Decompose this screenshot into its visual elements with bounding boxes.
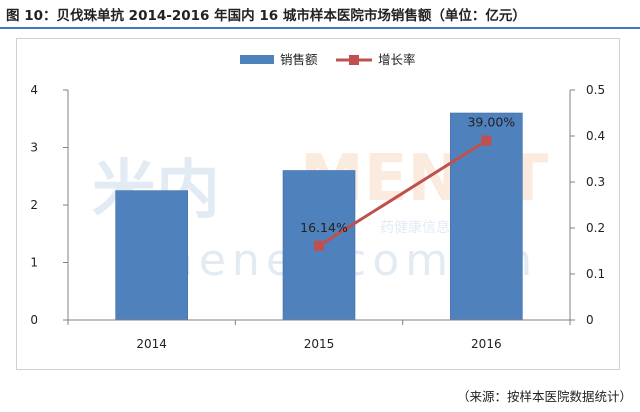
- title-divider: [0, 27, 640, 29]
- legend-marker-growth: [349, 55, 359, 65]
- y-tick-label: 2: [30, 198, 38, 212]
- y-tick-label: 4: [30, 83, 38, 97]
- y2-tick-label: 0.5: [586, 83, 605, 97]
- bar-2016: [450, 112, 523, 321]
- axes-layer: 0 1 2 3 4 0 0.1 0.2 0.3 0.4 0.5 2014 2015 2016: [30, 83, 605, 351]
- source-note: （来源：按样本医院数据统计）: [456, 389, 632, 404]
- y2-tick-label: 0.1: [586, 267, 605, 281]
- y2-tick-label: 0: [586, 313, 594, 327]
- bar-2014: [115, 190, 188, 321]
- growth-data-label: 39.00%: [467, 115, 515, 130]
- y-tick-label: 3: [30, 141, 38, 155]
- x-tick-label: 2015: [304, 337, 335, 351]
- x-tick-label: 2014: [136, 337, 167, 351]
- growth-point-2016: [481, 135, 492, 146]
- growth-point-2015: [314, 240, 324, 251]
- legend-swatch-sales: [240, 55, 274, 64]
- growth-data-label: 16.14%: [300, 220, 348, 235]
- y2-tick-label: 0.2: [586, 221, 605, 235]
- growth-line-layer: 16.14% 39.00%: [300, 115, 515, 251]
- x-tick-label: 2016: [471, 337, 502, 351]
- y-tick-label: 1: [30, 256, 38, 270]
- legend-label-growth: 增长率: [378, 52, 416, 67]
- y-tick-label: 0: [30, 313, 38, 327]
- y2-tick-label: 0.3: [586, 175, 605, 189]
- legend-label-sales: 销售额: [280, 52, 318, 67]
- growth-line: [318, 139, 488, 248]
- y2-tick-label: 0.4: [586, 129, 605, 143]
- legend: 销售额 增长率: [240, 52, 416, 67]
- figure-title: 图 10：贝伐珠单抗 2014-2016 年国内 16 城市样本医院市场销售额（…: [6, 8, 526, 24]
